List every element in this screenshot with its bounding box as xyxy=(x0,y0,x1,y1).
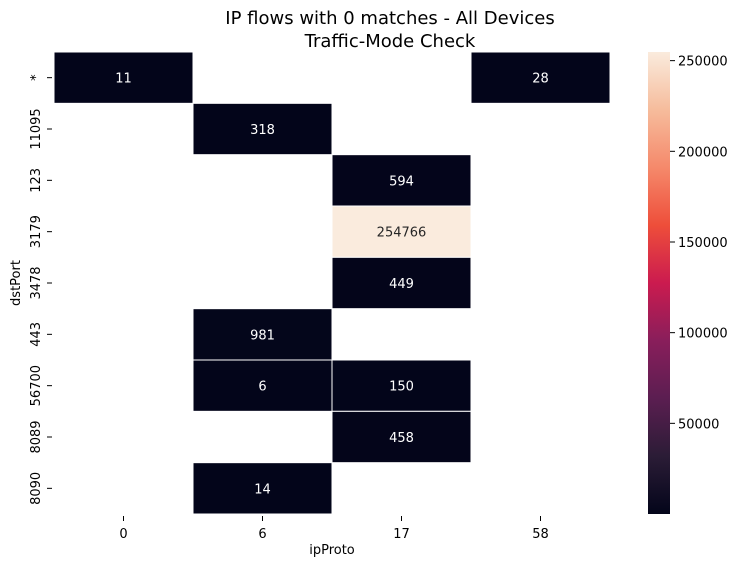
heatmap-cell xyxy=(192,102,333,156)
colorbar-tick-label: 200000 xyxy=(678,145,728,160)
heatmap-cell-label: 594 xyxy=(389,174,414,189)
x-tick-label: 58 xyxy=(532,527,549,542)
y-tick-label: 8090 xyxy=(29,472,44,505)
x-tick-label: 6 xyxy=(258,527,266,542)
y-tick-label: 443 xyxy=(29,322,44,347)
heatmap-cell-label: 449 xyxy=(389,277,414,292)
heatmap-cell-label: 6 xyxy=(258,380,266,395)
heatmap-cells: 11 28 318 594 254766 449 981 6 150 458 14 xyxy=(53,51,611,515)
heatmap-cell xyxy=(470,51,611,104)
y-tick-label: * xyxy=(29,74,44,81)
heatmap-cell xyxy=(331,154,472,207)
colorbar-tick-label: 150000 xyxy=(678,236,728,251)
heatmap-cell xyxy=(331,205,472,258)
y-tick-label: 123 xyxy=(29,168,44,193)
colorbar-tick-label: 250000 xyxy=(678,55,728,70)
heatmap-cell-label: 458 xyxy=(389,431,414,446)
x-axis-label: ipProto xyxy=(309,543,355,558)
heatmap-cell-label: 318 xyxy=(250,123,275,138)
y-axis-ticks: * 11095 123 3179 3478 443 56700 8089 8090 xyxy=(29,74,52,505)
colorbar-ticks: 50000 100000 150000 200000 250000 xyxy=(670,55,728,432)
x-tick-label: 17 xyxy=(393,527,410,542)
y-tick-label: 8089 xyxy=(29,420,44,453)
colorbar-tick-label: 100000 xyxy=(678,327,728,342)
colorbar-tick-label: 50000 xyxy=(678,417,719,432)
heatmap-cell xyxy=(53,51,194,104)
heatmap-cell xyxy=(331,410,472,464)
x-tick-label: 0 xyxy=(119,527,127,542)
chart-title-line-2: Traffic-Mode Check xyxy=(304,31,476,52)
heatmap-cell-label: 150 xyxy=(389,380,414,395)
heatmap-cell-label: 981 xyxy=(250,328,275,343)
heatmap-cell xyxy=(192,462,333,515)
chart-title-line-1: IP flows with 0 matches - All Devices xyxy=(225,8,554,29)
heatmap-cell xyxy=(331,256,472,310)
y-tick-label: 3478 xyxy=(29,266,44,299)
colorbar xyxy=(648,52,670,514)
heatmap-cell-label: 28 xyxy=(532,72,549,87)
heatmap-cell xyxy=(192,359,333,412)
heatmap-cell-label: 254766 xyxy=(377,226,427,241)
heatmap-cell-label: 14 xyxy=(254,482,271,497)
y-axis-label: dstPort xyxy=(9,260,24,306)
heatmap-cell-label: 11 xyxy=(115,72,132,87)
y-tick-label: 3179 xyxy=(29,215,44,248)
y-tick-label: 56700 xyxy=(29,365,44,406)
y-tick-label: 11095 xyxy=(29,108,44,149)
x-axis-ticks: 0 6 17 58 xyxy=(119,516,549,542)
